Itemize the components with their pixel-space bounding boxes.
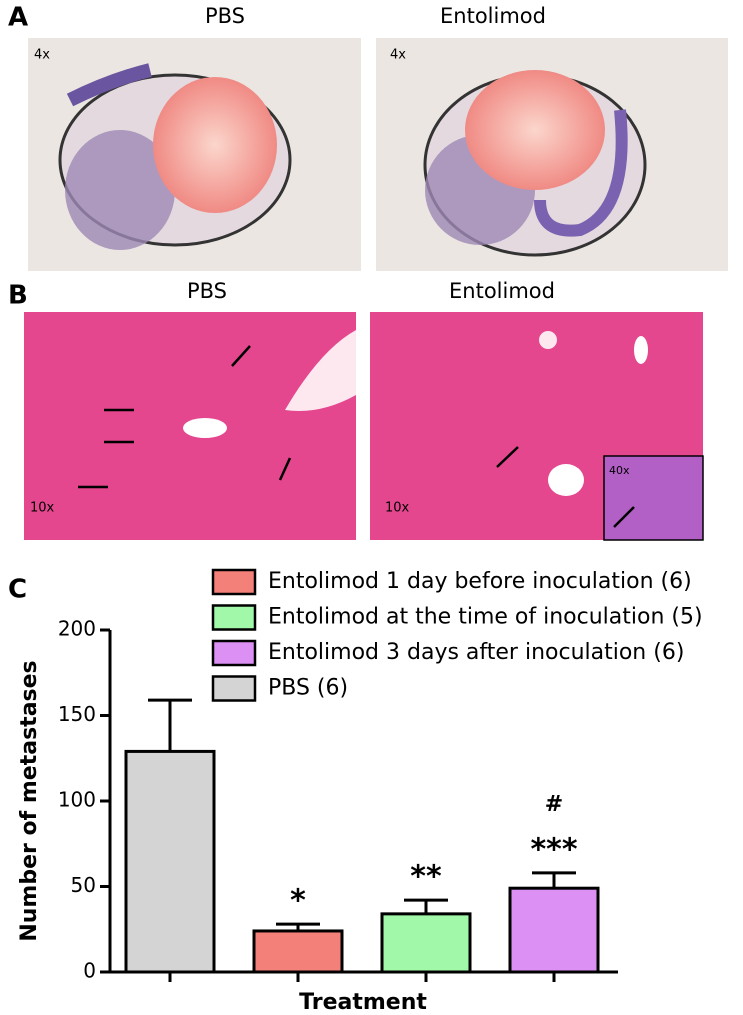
legend-label: Entolimod at the time of inoculation (5) (268, 605, 703, 630)
y-axis-label: Number of metastases (17, 660, 42, 941)
legend-swatch (211, 639, 257, 667)
significance-label: * (290, 884, 306, 919)
magnification: 10x (385, 501, 410, 516)
panel-title: Entolimod (449, 279, 555, 303)
legend-swatch (211, 568, 257, 596)
y-tick-label: 100 (58, 788, 96, 812)
legend-label: Entolimod 3 days after inoculation (6) (268, 640, 684, 665)
significance-label: # (545, 792, 563, 817)
y-tick-label: 50 (71, 873, 96, 897)
micrograph (376, 38, 728, 271)
significance-label: ** (410, 860, 442, 895)
magnification: 4x (34, 48, 50, 63)
panel-label: C (8, 575, 27, 605)
bar (252, 929, 344, 974)
panel-label: A (8, 3, 28, 33)
magnification: 4x (390, 48, 406, 63)
micrograph (28, 38, 361, 271)
legend-swatch (211, 675, 257, 702)
significance-label: *** (530, 832, 577, 867)
y-tick-label: 150 (58, 702, 96, 726)
panel-title: PBS (205, 4, 245, 28)
magnification: 10x (30, 501, 55, 516)
y-tick-label: 200 (58, 617, 96, 641)
y-tick-label: 0 (83, 959, 96, 983)
bar (380, 912, 472, 974)
legend-label: PBS (6) (268, 676, 348, 701)
panel-title: PBS (187, 279, 227, 303)
bar (508, 886, 600, 974)
bar (124, 749, 216, 974)
magnification: 40x (609, 464, 630, 477)
panel-title: Entolimod (440, 4, 546, 28)
legend-swatch (211, 604, 257, 631)
legend-label: Entolimod 1 day before inoculation (6) (268, 569, 692, 594)
micrograph (370, 312, 704, 541)
panel-label: B (8, 281, 28, 311)
x-axis-label: Treatment (299, 990, 427, 1015)
micrograph (24, 312, 356, 540)
